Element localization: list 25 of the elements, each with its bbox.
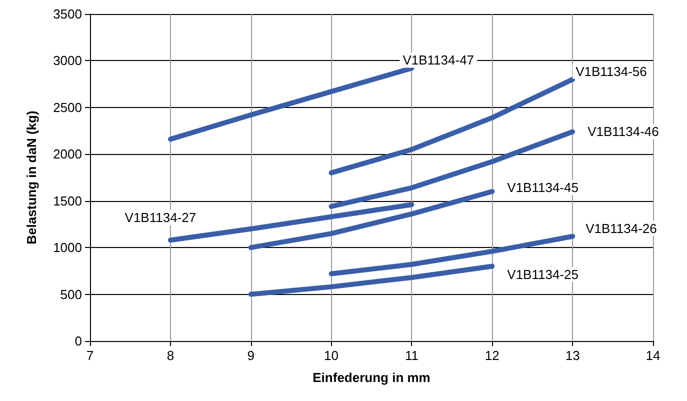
x-tick-label: 11 <box>404 348 418 363</box>
y-tick-label: 3000 <box>53 53 82 68</box>
x-tick-label: 9 <box>247 348 254 363</box>
y-tick-label: 1000 <box>53 240 82 256</box>
y-tick-label: 500 <box>60 286 82 302</box>
series-label: V1B1134-27 <box>124 210 196 226</box>
y-axis-title: Belastung in daN (kg) <box>24 110 39 244</box>
y-tick-label: 1500 <box>53 193 82 208</box>
x-tick-label: 13 <box>565 348 580 363</box>
series-label: V1B1134-47 <box>402 52 474 68</box>
x-tick-label: 7 <box>86 348 94 363</box>
x-tick-label: 12 <box>484 348 500 363</box>
series-label: V1B1134-56 <box>576 64 647 79</box>
y-tick-label: 0 <box>74 334 82 348</box>
x-tick-label: 14 <box>646 348 660 363</box>
series-label: V1B1134-46 <box>588 124 659 140</box>
y-tick-label: 2500 <box>53 100 82 115</box>
series-label: V1B1134-45 <box>507 180 578 196</box>
y-tick-label: 3500 <box>53 6 82 22</box>
series-label: V1B1134-26 <box>586 220 657 236</box>
x-axis-title: Einfederung in mm <box>312 370 430 385</box>
y-tick-label: 2000 <box>53 146 82 162</box>
series-label: V1B1134-25 <box>507 266 578 282</box>
x-tick-label: 10 <box>324 348 339 363</box>
x-tick-label: 8 <box>166 348 174 363</box>
